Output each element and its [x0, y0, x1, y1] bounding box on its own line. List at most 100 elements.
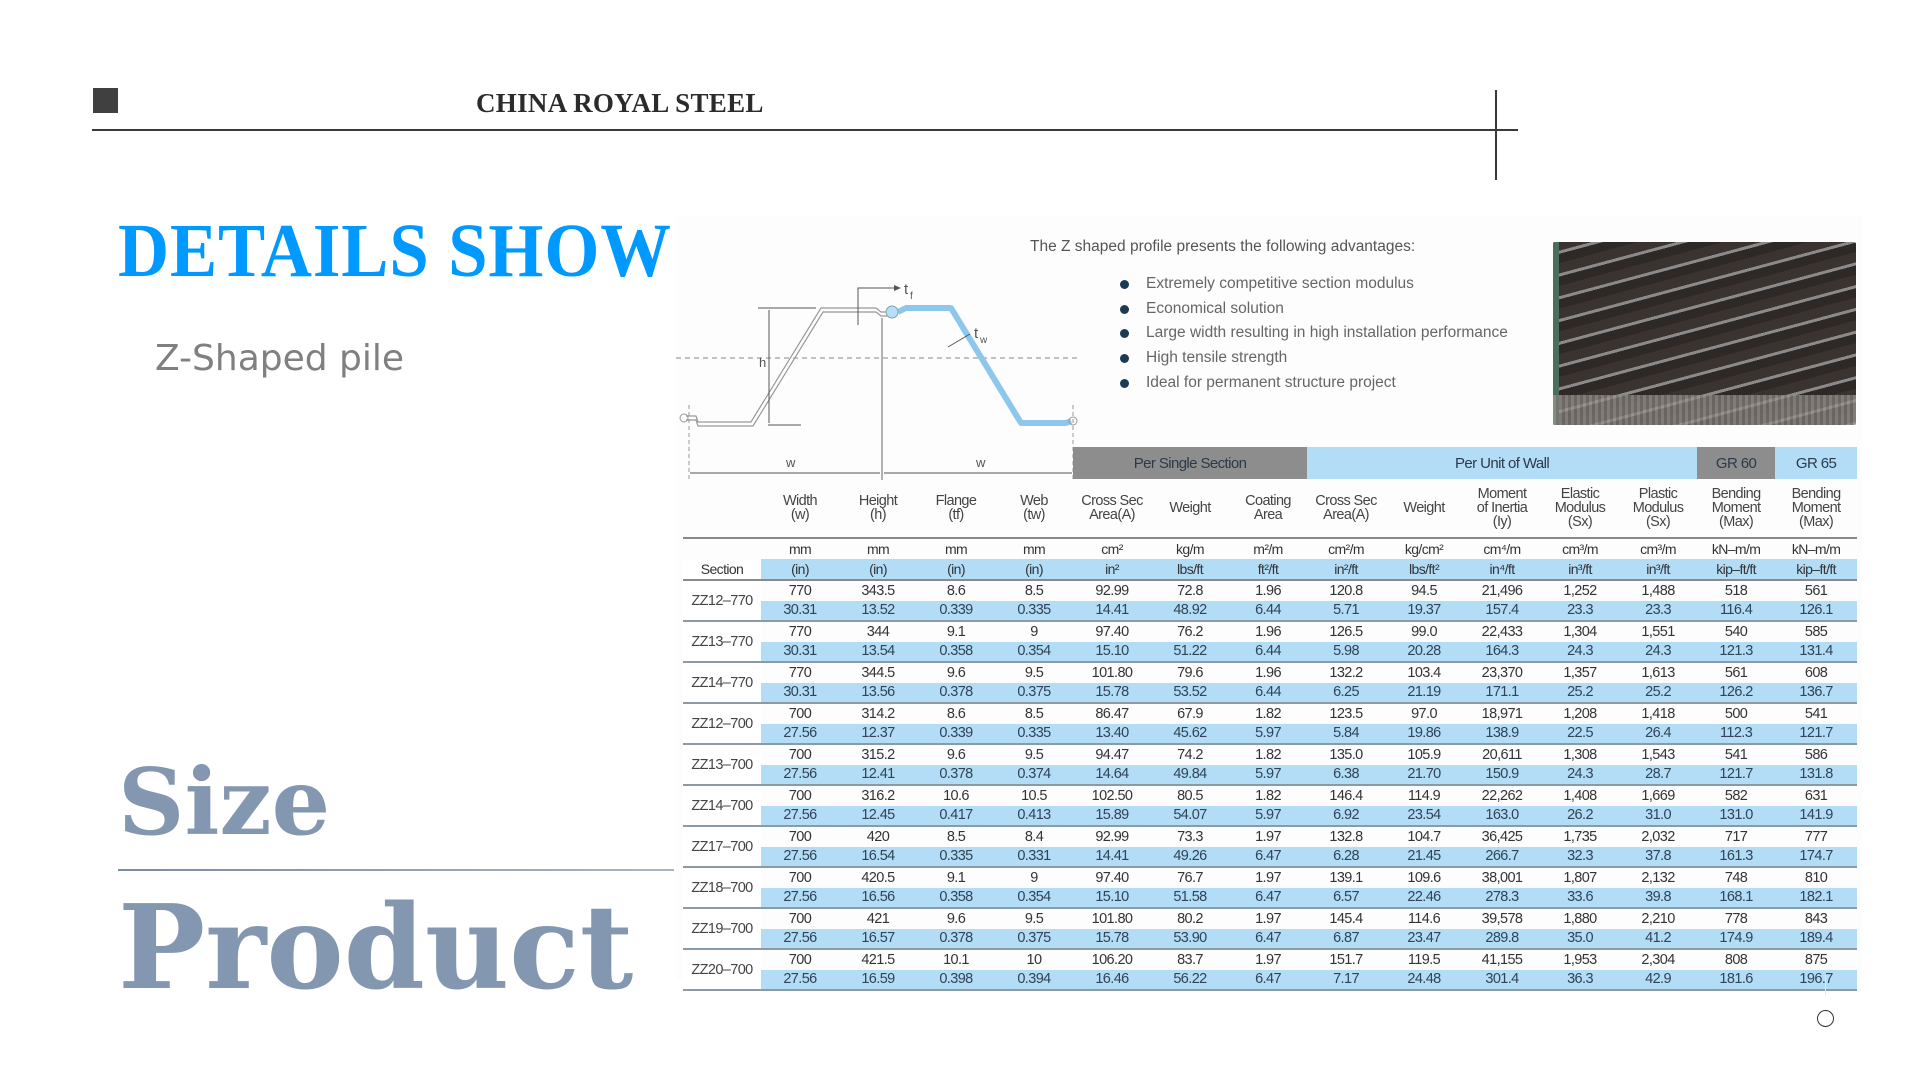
cell-metric: 561	[1724, 664, 1748, 681]
cell-metric: 38,001	[1481, 869, 1523, 886]
cell-metric: 541	[1724, 746, 1748, 763]
cell-metric: 778	[1724, 910, 1748, 927]
column-header-line: Elastic	[1560, 486, 1600, 502]
cell-imperial: 189.4	[1775, 928, 1858, 950]
table-row-imperial: 30.31 13.52 0.339 0.335 14.41 48.92 6.44 5.71 19…	[683, 600, 1858, 622]
cell-imperial: 0.335	[917, 846, 995, 868]
cell-imperial: 196.7	[1775, 969, 1858, 991]
cell-metric: 79.6	[1177, 664, 1203, 681]
cell-metric: 1.82	[1255, 746, 1281, 763]
brand-square-icon	[93, 88, 118, 113]
cell-metric: 21,496	[1481, 582, 1523, 599]
svg-text:f: f	[910, 291, 913, 302]
cell-metric: 20,611	[1482, 746, 1522, 763]
unit-metric: cm³/m	[1619, 537, 1698, 559]
cell-imperial: 7.17	[1307, 969, 1386, 991]
cell-metric: 344.5	[861, 664, 895, 681]
cell-imperial: 112.3	[1697, 723, 1776, 745]
cell-imperial: 0.417	[917, 805, 995, 827]
advantage-item: High tensile strength	[1120, 346, 1508, 371]
column-header: Plastic Modulus (Sx)	[1619, 479, 1697, 538]
cell-imperial: 6.25	[1307, 682, 1386, 704]
unit-metric: mm	[761, 537, 839, 559]
cell-imperial: 13.52	[839, 600, 917, 622]
cell-imperial: 6.57	[1307, 887, 1386, 909]
cell-imperial: 121.7	[1775, 723, 1858, 745]
advantages-intro: The Z shaped profile presents the follow…	[1030, 238, 1416, 255]
cell-metric: 770	[788, 582, 812, 599]
cell-metric: 1.82	[1255, 787, 1281, 804]
cell-imperial: 19.86	[1385, 723, 1464, 745]
column-header-line: (Iy)	[1492, 514, 1512, 530]
photo-pole	[1553, 242, 1559, 425]
cell-imperial: 24.3	[1541, 641, 1620, 663]
cell-metric: 97.0	[1411, 705, 1437, 722]
header-crosshair-line	[1495, 90, 1497, 180]
table-row-metric: ZZ17–700 700 420 8.5 8.4 92.99 73.3 1.97 132.8 10…	[683, 826, 1857, 868]
size-heading: Size	[118, 748, 331, 856]
cell-imperial: 16.46	[1073, 969, 1151, 991]
column-header-line: Bending	[1711, 486, 1762, 502]
cell-metric: 1,408	[1563, 787, 1597, 804]
column-header-line: Height	[858, 493, 898, 509]
cell-metric: 10.5	[1021, 787, 1047, 804]
cell-metric: 315.2	[861, 746, 895, 763]
cell-imperial: 48.92	[1151, 600, 1229, 622]
svg-text:h: h	[759, 355, 766, 370]
unit-metric: mm	[917, 537, 995, 559]
decorative-circle-icon	[1817, 1010, 1834, 1027]
size-divider	[118, 869, 674, 871]
column-header-line: (Sx)	[1645, 514, 1671, 530]
table-row-imperial: 27.56 12.41 0.378 0.374 14.64 49.84 5.97 6.38 21…	[683, 764, 1858, 786]
empty-cell	[683, 447, 1073, 479]
advantage-item: Economical solution	[1120, 297, 1508, 322]
cell-imperial: 27.56	[761, 764, 839, 786]
cell-imperial: 35.0	[1541, 928, 1620, 950]
column-header-line: (w)	[790, 507, 810, 523]
unit-metric: kg/m	[1151, 537, 1229, 559]
column-header: Height (h)	[839, 479, 917, 538]
cell-metric: 102.50	[1091, 787, 1133, 804]
bullet-icon	[1120, 280, 1129, 289]
cell-metric: 631	[1804, 787, 1828, 804]
cell-metric: 9.6	[946, 910, 966, 927]
cell-imperial: 13.56	[839, 682, 917, 704]
cell-imperial: 157.4	[1463, 600, 1542, 622]
cell-imperial: 27.56	[761, 723, 839, 745]
cell-imperial: 6.44	[1229, 641, 1308, 663]
cell-metric: 1,357	[1563, 664, 1597, 681]
cell-imperial: 174.7	[1775, 846, 1858, 868]
cell-imperial: 6.47	[1229, 887, 1308, 909]
cell-metric: 146.4	[1329, 787, 1363, 804]
cell-imperial: 31.0	[1619, 805, 1698, 827]
section-name: ZZ12–770	[683, 580, 761, 622]
cell-imperial: 16.56	[839, 887, 917, 909]
cell-metric: 421.5	[861, 951, 895, 968]
cell-imperial: 14.64	[1073, 764, 1151, 786]
cell-metric: 104.7	[1407, 828, 1441, 845]
cell-metric: 1,953	[1563, 951, 1597, 968]
cell-imperial: 278.3	[1463, 887, 1542, 909]
column-header-line: (Max)	[1719, 514, 1754, 530]
cell-imperial: 0.331	[995, 846, 1073, 868]
cell-imperial: 0.374	[995, 764, 1073, 786]
cell-imperial: 0.394	[995, 969, 1073, 991]
cell-imperial: 266.7	[1463, 846, 1542, 868]
cell-imperial: 6.44	[1229, 682, 1308, 704]
cell-metric: 9.1	[946, 623, 966, 640]
cell-metric: 83.7	[1177, 951, 1203, 968]
cell-imperial: 28.7	[1619, 764, 1698, 786]
column-header-line: (tw)	[1023, 507, 1045, 523]
cell-metric: 18,971	[1481, 705, 1523, 722]
cell-metric: 74.2	[1177, 746, 1203, 763]
cell-imperial: 0.335	[995, 723, 1073, 745]
advantage-item: Large width resulting in high installati…	[1120, 321, 1508, 346]
cell-metric: 97.40	[1095, 623, 1129, 640]
unit-imperial: kip–ft/ft	[1697, 559, 1776, 581]
column-header: Cross Sec Area(A)	[1073, 479, 1151, 538]
cell-metric: 114.9	[1407, 787, 1441, 804]
cell-imperial: 16.54	[839, 846, 917, 868]
cell-imperial: 27.56	[761, 805, 839, 827]
column-header: Elastic Modulus (Sx)	[1541, 479, 1619, 538]
cell-imperial: 5.97	[1229, 805, 1308, 827]
